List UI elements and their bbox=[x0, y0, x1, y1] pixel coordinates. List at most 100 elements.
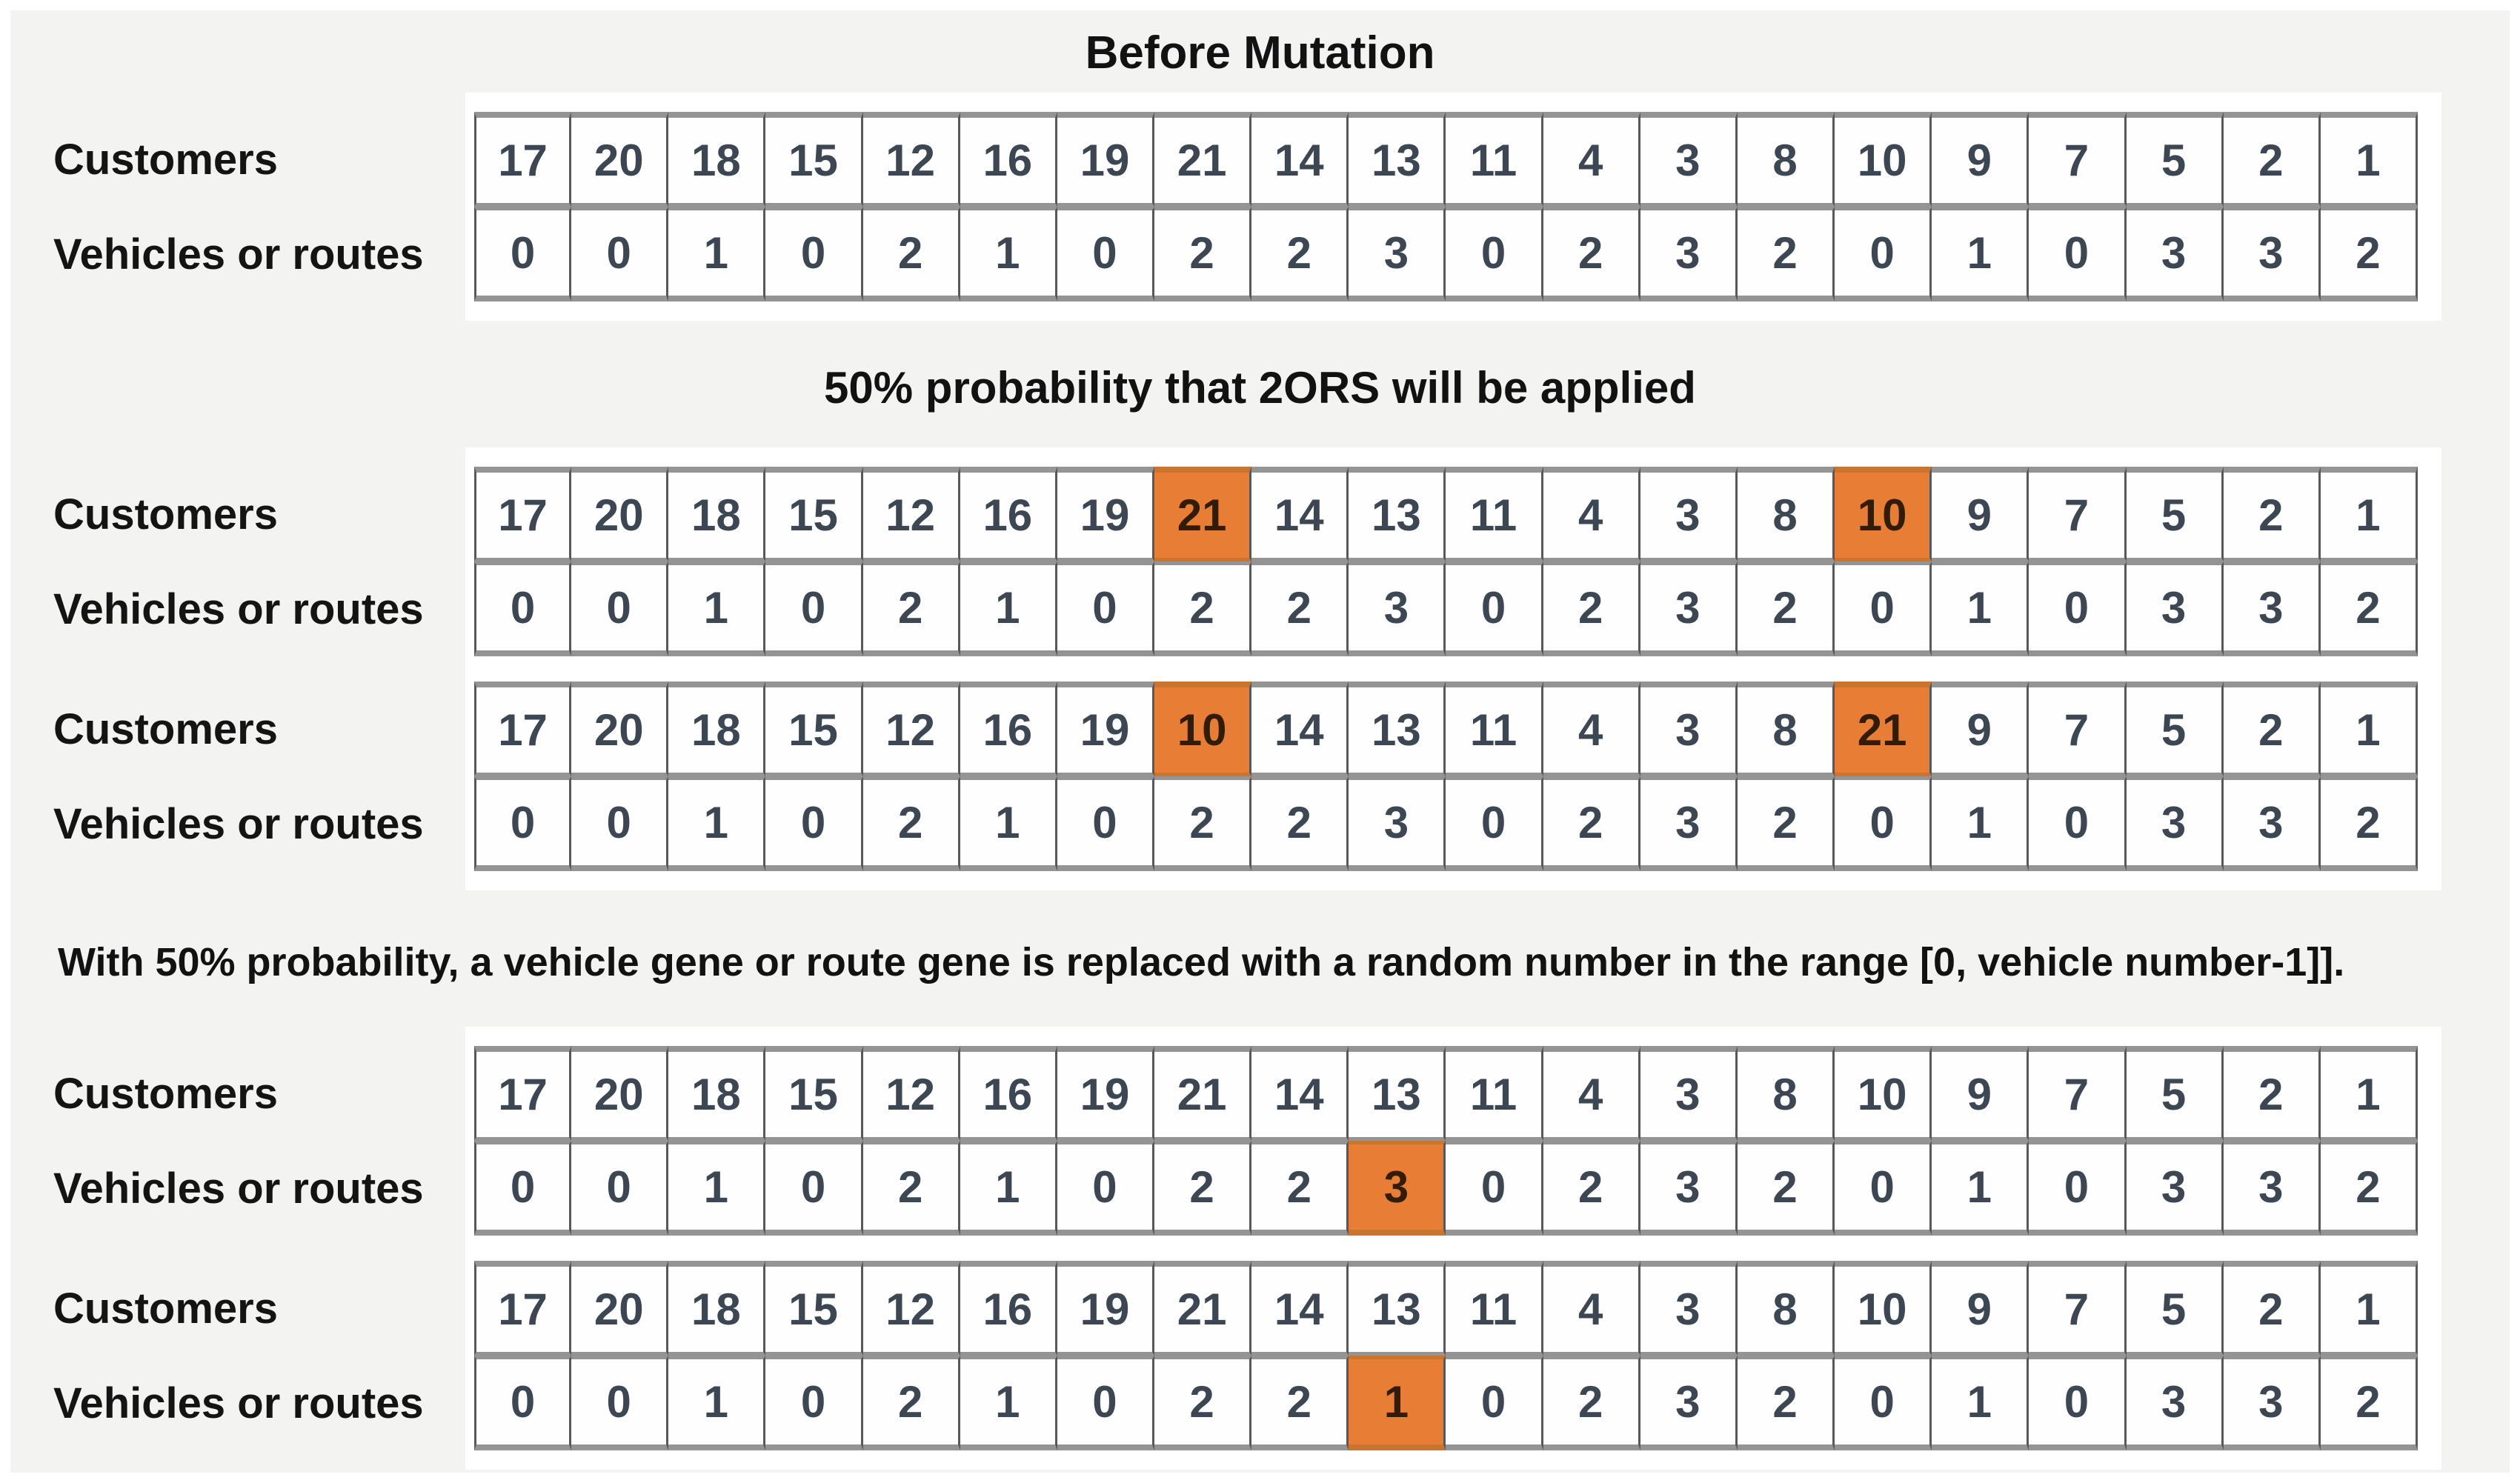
customers-gene-cell: 4 bbox=[1543, 1046, 1640, 1142]
row-labels-column: Customers Vehicles or routes bbox=[10, 1261, 474, 1450]
vehicles-gene-cell: 0 bbox=[765, 561, 863, 657]
vehicles-gene-cell: 2 bbox=[1737, 1141, 1835, 1236]
customers-gene-cell-highlighted: 10 bbox=[1835, 467, 1932, 562]
customers-gene-row: 17 20 18 15 12 16 19 21 14 13 11 4 3 8 10 9 7 5 2 1 bbox=[474, 112, 2418, 207]
customers-gene-cell: 10 bbox=[1835, 1046, 1932, 1142]
vehicles-gene-cell: 0 bbox=[1057, 1356, 1155, 1451]
customers-gene-cell: 12 bbox=[862, 681, 960, 777]
vehicles-gene-cell: 0 bbox=[2029, 207, 2127, 302]
vehicles-gene-cell: 2 bbox=[2320, 207, 2418, 302]
customers-gene-cell: 18 bbox=[668, 112, 766, 207]
customers-gene-cell: 8 bbox=[1737, 1261, 1835, 1356]
vehicles-gene-cell: 2 bbox=[1543, 1141, 1640, 1236]
vehicles-row-label: Vehicles or routes bbox=[53, 1379, 424, 1427]
replace-probability-note: With 50% probability, a vehicle gene or … bbox=[58, 940, 2345, 985]
vehicles-gene-cell: 2 bbox=[1737, 1356, 1835, 1451]
vehicles-gene-cell: 1 bbox=[960, 561, 1057, 657]
customers-gene-cell: 2 bbox=[2223, 1046, 2321, 1142]
vehicles-gene-cell: 2 bbox=[1154, 561, 1252, 657]
customers-gene-cell: 15 bbox=[765, 1046, 863, 1142]
customers-gene-cell: 17 bbox=[474, 112, 572, 207]
vehicles-gene-cell: 1 bbox=[960, 1141, 1057, 1236]
vehicles-gene-cell: 1 bbox=[1932, 561, 2029, 657]
customers-gene-cell: 7 bbox=[2029, 1046, 2127, 1142]
vehicles-gene-cell: 1 bbox=[1932, 1356, 2029, 1451]
customers-gene-cell: 20 bbox=[571, 681, 669, 777]
vehicles-gene-cell: 2 bbox=[862, 207, 960, 302]
vehicles-gene-cell-highlighted: 3 bbox=[1349, 1141, 1446, 1236]
customers-gene-cell: 2 bbox=[2223, 467, 2321, 562]
customers-gene-row: 17 20 18 15 12 16 19 21 14 13 11 4 3 8 10 9 7 5 2 1 bbox=[474, 1261, 2418, 1356]
vehicles-gene-cell: 3 bbox=[2126, 776, 2224, 872]
vehicles-gene-cell: 0 bbox=[1057, 561, 1155, 657]
customers-gene-cell: 13 bbox=[1349, 1261, 1446, 1356]
customers-gene-cell: 17 bbox=[474, 681, 572, 777]
customers-gene-cell: 9 bbox=[1932, 467, 2029, 562]
row-labels-column: Customers Vehicles or routes bbox=[10, 681, 474, 871]
vehicles-gene-cell: 2 bbox=[1154, 776, 1252, 872]
customers-gene-cell: 13 bbox=[1349, 1046, 1446, 1142]
vehicles-gene-cell: 0 bbox=[1835, 776, 1932, 872]
chromosome-table-replace-selected: Customers Vehicles or routes 17 20 18 15 12 1… bbox=[10, 1046, 2418, 1236]
vehicles-gene-cell: 2 bbox=[862, 1356, 960, 1451]
replace-mutation-section: Customers Vehicles or routes 17 20 18 15 12 1… bbox=[10, 1027, 2510, 1470]
customers-gene-cell: 5 bbox=[2126, 681, 2224, 777]
customers-gene-cell: 5 bbox=[2126, 1261, 2224, 1356]
customers-gene-cell: 18 bbox=[668, 681, 766, 777]
vehicles-gene-cell: 1 bbox=[960, 207, 1057, 302]
vehicles-gene-cell: 1 bbox=[668, 1141, 766, 1236]
chromosome-table-swap-selected: Customers Vehicles or routes 17 20 18 15 12 1… bbox=[10, 467, 2418, 657]
vehicles-gene-cell: 2 bbox=[1543, 207, 1640, 302]
vehicles-gene-cell: 0 bbox=[474, 207, 572, 302]
customers-gene-cell: 20 bbox=[571, 112, 669, 207]
vehicles-row-label: Vehicles or routes bbox=[53, 1164, 424, 1213]
customers-gene-cell: 18 bbox=[668, 1261, 766, 1356]
row-labels-column: Customers Vehicles or routes bbox=[10, 467, 474, 656]
customers-gene-cell: 20 bbox=[571, 1046, 669, 1142]
vehicles-gene-cell: 0 bbox=[765, 207, 863, 302]
vehicles-gene-cell: 0 bbox=[474, 1141, 572, 1236]
customers-gene-cell: 1 bbox=[2320, 1046, 2418, 1142]
vehicles-gene-cell: 2 bbox=[862, 1141, 960, 1236]
customers-gene-cell: 1 bbox=[2320, 1261, 2418, 1356]
vehicles-gene-cell: 1 bbox=[668, 776, 766, 872]
customers-gene-cell: 8 bbox=[1737, 112, 1835, 207]
customers-gene-cell: 1 bbox=[2320, 467, 2418, 562]
customers-gene-cell: 13 bbox=[1349, 467, 1446, 562]
vehicles-gene-cell: 3 bbox=[2223, 1356, 2321, 1451]
customers-gene-cell: 11 bbox=[1446, 112, 1543, 207]
vehicles-gene-cell: 1 bbox=[1932, 776, 2029, 872]
customers-gene-cell: 7 bbox=[2029, 467, 2127, 562]
vehicles-gene-cell: 3 bbox=[2223, 561, 2321, 657]
customers-gene-cell: 4 bbox=[1543, 112, 1640, 207]
vehicles-gene-cell: 1 bbox=[1932, 1141, 2029, 1236]
vehicles-gene-cell: 0 bbox=[765, 776, 863, 872]
customers-gene-cell: 2 bbox=[2223, 112, 2321, 207]
vehicles-gene-cell: 0 bbox=[1446, 1141, 1543, 1236]
vehicles-gene-cell: 0 bbox=[1835, 207, 1932, 302]
customers-gene-cell: 8 bbox=[1737, 681, 1835, 777]
customers-gene-cell: 19 bbox=[1057, 112, 1155, 207]
vehicles-gene-cell: 1 bbox=[668, 207, 766, 302]
customers-gene-cell: 3 bbox=[1640, 467, 1738, 562]
vehicles-gene-cell: 0 bbox=[571, 207, 669, 302]
customers-gene-cell: 12 bbox=[862, 112, 960, 207]
customers-row-label: Customers bbox=[53, 490, 278, 539]
customers-gene-cell: 14 bbox=[1251, 1261, 1349, 1356]
customers-gene-cell: 4 bbox=[1543, 1261, 1640, 1356]
vehicles-gene-cell: 2 bbox=[1251, 776, 1349, 872]
vehicles-gene-cell: 3 bbox=[2126, 561, 2224, 657]
vehicles-gene-cell: 0 bbox=[1057, 207, 1155, 302]
vehicles-gene-cell: 2 bbox=[2320, 1356, 2418, 1451]
customers-gene-cell: 3 bbox=[1640, 112, 1738, 207]
vehicles-gene-cell: 1 bbox=[960, 1356, 1057, 1451]
customers-gene-cell: 16 bbox=[960, 467, 1057, 562]
customers-gene-cell: 1 bbox=[2320, 681, 2418, 777]
customers-gene-cell: 20 bbox=[571, 1261, 669, 1356]
vehicles-gene-cell: 0 bbox=[1057, 776, 1155, 872]
